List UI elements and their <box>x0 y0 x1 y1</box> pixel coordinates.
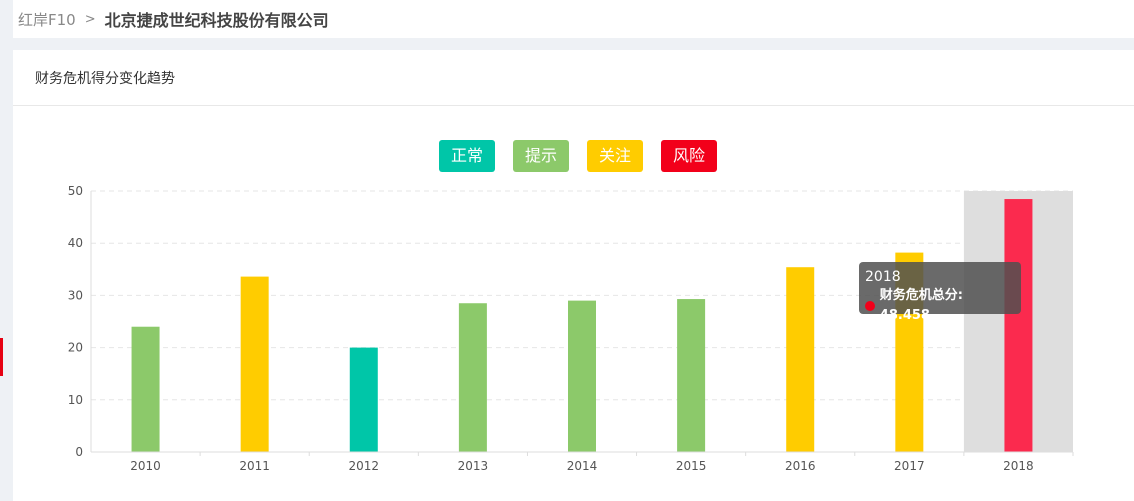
bar-2011[interactable] <box>240 276 269 452</box>
breadcrumb: 红岸F10 > 北京捷成世纪科技股份有限公司 <box>13 0 1134 38</box>
bar-2010[interactable] <box>131 326 160 452</box>
risk-score-bar-chart: 0 10 20 30 40 50 2010 2011 2012 2013 2014 2015 2016 2… <box>68 184 1074 473</box>
bar-2018[interactable] <box>1004 199 1033 452</box>
y-tick-label: 20 <box>68 341 83 355</box>
bar-2016[interactable] <box>786 267 815 452</box>
breadcrumb-separator: > <box>84 11 96 27</box>
risk-trend-panel: 财务危机得分变化趋势 0 10 20 30 40 50 2010 2011 2012 2013 20… <box>13 50 1134 501</box>
tooltip-series-dot <box>865 301 875 311</box>
tooltip-title: 2018 <box>865 269 901 285</box>
bar-2015[interactable] <box>677 299 706 452</box>
y-tick-label: 10 <box>68 393 83 407</box>
tooltip-row: 财务危机总分: 48.458 <box>865 286 1015 326</box>
y-tick-label: 40 <box>68 236 83 250</box>
x-tick-label: 2014 <box>567 459 598 473</box>
x-tick-label: 2017 <box>894 459 925 473</box>
chart-legend: 正常 提示 关注 风险 <box>13 140 1134 172</box>
x-tick-label: 2010 <box>130 459 161 473</box>
x-tick-label: 2011 <box>239 459 270 473</box>
legend-normal[interactable]: 正常 <box>439 140 495 172</box>
legend-hint[interactable]: 提示 <box>513 140 569 172</box>
x-tick-label: 2012 <box>349 459 380 473</box>
side-active-indicator <box>0 338 3 376</box>
x-tick-label: 2016 <box>785 459 816 473</box>
company-name: 北京捷成世纪科技股份有限公司 <box>104 11 329 30</box>
panel-header: 财务危机得分变化趋势 <box>13 50 1134 106</box>
x-tick-label: 2018 <box>1003 459 1034 473</box>
bar-2014[interactable] <box>568 300 596 452</box>
chart-tooltip: 2018 财务危机总分: 48.458 <box>859 262 1021 323</box>
tooltip-value: 财务危机总分: 48.458 <box>879 288 963 323</box>
y-tick-label: 50 <box>68 184 83 198</box>
panel-title: 财务危机得分变化趋势 <box>35 70 175 87</box>
bar-2012[interactable] <box>349 347 378 452</box>
y-tick-label: 0 <box>75 445 83 459</box>
x-tick-label: 2015 <box>676 459 707 473</box>
breadcrumb-root-link[interactable]: 红岸F10 <box>18 10 76 29</box>
legend-attention[interactable]: 关注 <box>587 140 643 172</box>
legend-risk[interactable]: 风险 <box>661 140 717 172</box>
x-tick-label: 2013 <box>458 459 489 473</box>
y-tick-label: 30 <box>68 288 83 302</box>
bar-2013[interactable] <box>458 303 487 452</box>
